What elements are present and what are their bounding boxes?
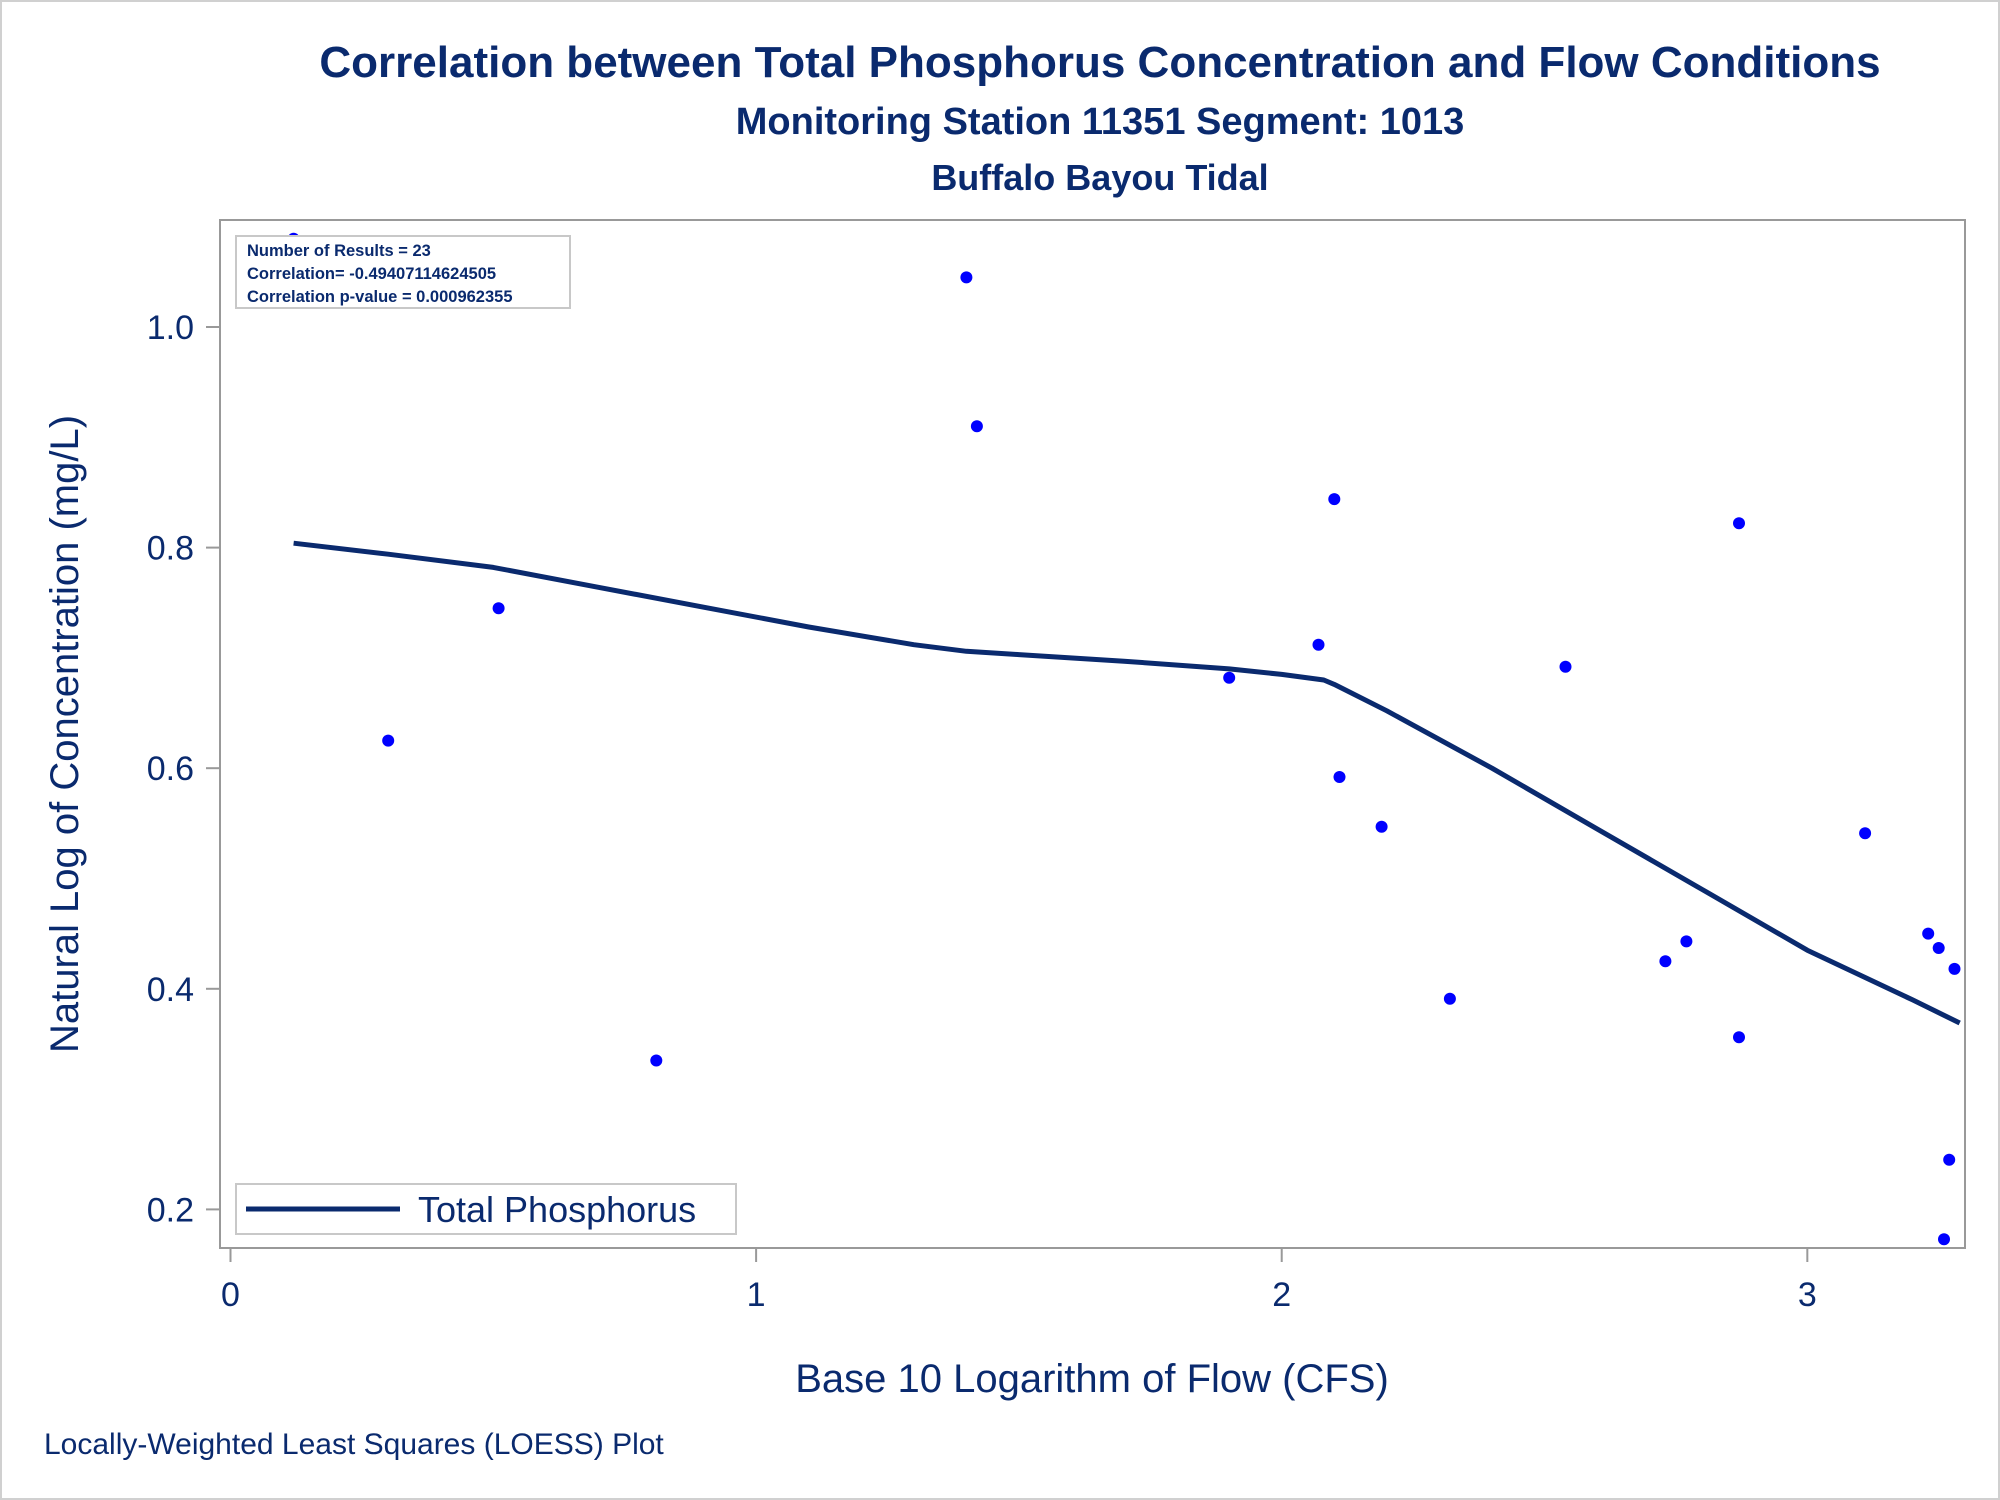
data-point <box>1559 660 1572 673</box>
loess-line-total-phosphorus <box>293 540 1961 1026</box>
y-axis-title: Natural Log of Concentration (mg/L) <box>43 415 87 1053</box>
data-point <box>1443 992 1456 1005</box>
chart-title: Correlation between Total Phosphorus Con… <box>319 38 1881 87</box>
plot-area <box>219 219 1966 1249</box>
stats-box-frame <box>235 235 571 309</box>
x-tick-label: 2 <box>1272 1276 1291 1314</box>
data-point <box>1680 935 1693 948</box>
y-axis: 0.2 0.4 0.6 0.8 1.0 <box>147 309 220 1229</box>
legend: Total Phosphorus <box>235 1183 737 1235</box>
data-point <box>1733 1031 1745 1044</box>
stats-count: Number of Results = 23 <box>247 242 431 260</box>
data-point <box>382 734 395 747</box>
y-tick-label: 0.8 <box>147 530 194 568</box>
data-point <box>650 1054 663 1067</box>
data-point <box>1733 517 1745 530</box>
x-axis-title: Base 10 Logarithm of Flow (CFS) <box>795 1357 1389 1401</box>
data-point <box>1312 638 1325 651</box>
chart-subtitle-2: Buffalo Bayou Tidal <box>931 157 1269 198</box>
x-tick-label: 0 <box>221 1276 240 1314</box>
y-tick-label: 0.4 <box>147 971 194 1009</box>
data-point <box>970 420 983 433</box>
stats-box: Number of Results = 23 Correlation= -0.4… <box>235 235 571 309</box>
y-tick-label: 0.6 <box>147 750 194 788</box>
data-point <box>1938 1233 1950 1246</box>
stats-p-value: Correlation p-value = 0.000962355 <box>247 288 513 306</box>
data-point <box>1223 671 1236 684</box>
data-points <box>287 232 1961 1246</box>
data-point <box>1932 942 1945 954</box>
legend-label: Total Phosphorus <box>418 1189 696 1230</box>
data-point <box>1375 820 1388 833</box>
data-point <box>1948 962 1961 975</box>
data-point <box>960 271 973 284</box>
footnote: Locally-Weighted Least Squares (LOESS) P… <box>44 1428 664 1461</box>
data-point <box>1333 771 1346 783</box>
data-point <box>492 602 505 615</box>
x-tick-label: 1 <box>747 1276 766 1314</box>
data-point <box>1943 1153 1956 1166</box>
chart-subtitle: Monitoring Station 11351 Segment: 1013 <box>735 101 1465 143</box>
data-point <box>1328 493 1341 506</box>
data-point <box>1859 827 1872 840</box>
stats-correlation: Correlation= -0.49407114624505 <box>247 265 496 283</box>
data-point <box>1922 927 1935 940</box>
y-tick-label: 0.2 <box>147 1191 194 1229</box>
y-tick-label: 1.0 <box>147 309 194 347</box>
data-point <box>1659 955 1672 968</box>
x-tick-label: 3 <box>1798 1276 1817 1314</box>
x-axis: 0 1 2 3 <box>221 1248 1817 1314</box>
